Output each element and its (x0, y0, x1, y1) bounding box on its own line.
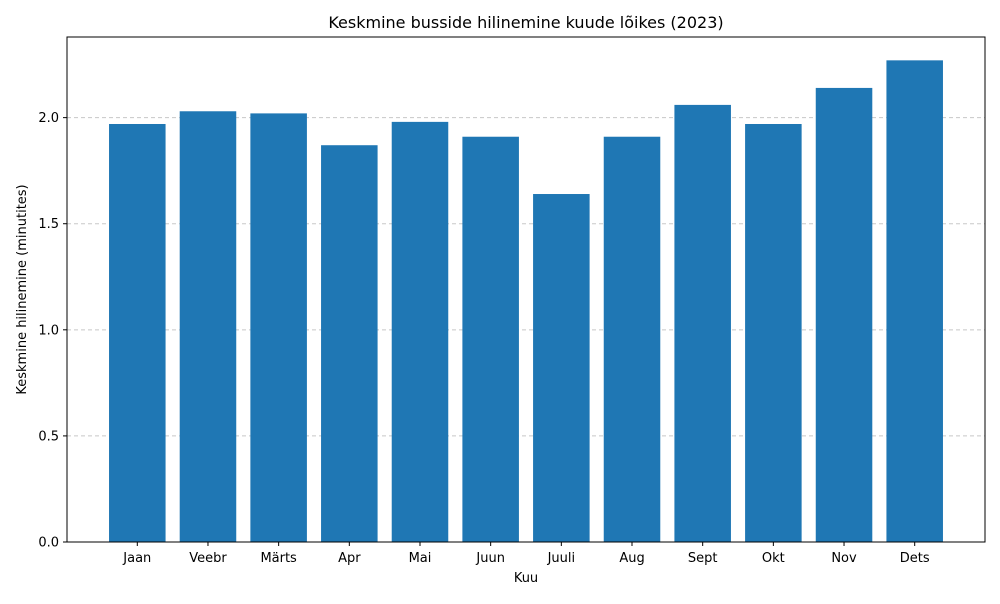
bar-juun (462, 136, 519, 542)
x-tick-label: Veebr (189, 551, 227, 566)
bar-veebr (179, 111, 237, 542)
y-tick-label: 2.0 (38, 111, 59, 126)
bar-mai (391, 121, 449, 542)
y-axis-ticks: 0.0 0.5 1.0 1.5 2.0 (38, 111, 67, 551)
bar-aug (603, 136, 661, 542)
y-tick-label: 1.5 (38, 217, 59, 232)
y-tick-label: 1.0 (38, 323, 59, 338)
chart-title: Keskmine busside hilinemine kuude lõikes… (328, 13, 723, 32)
x-tick-label: Aug (619, 551, 644, 566)
x-tick-label: Apr (338, 551, 361, 566)
bar-nov (815, 87, 873, 542)
x-tick-label: Märts (260, 551, 297, 566)
x-tick-label: Dets (900, 551, 930, 566)
y-tick-label: 0.0 (38, 536, 59, 551)
bar-jaan (109, 123, 166, 543)
bar-okt (745, 123, 802, 543)
x-tick-label: Jaan (122, 551, 151, 566)
bars-layer (109, 60, 943, 543)
plot-area-frame (66, 36, 986, 543)
bar-sept (674, 104, 731, 542)
x-axis-ticks: Jaan Veebr Märts Apr Mai Juun Juuli Aug Sept Okt N… (122, 542, 930, 566)
x-tick-label: Nov (831, 551, 857, 566)
x-axis-label: Kuu (514, 571, 538, 586)
y-tick-label: 0.5 (38, 429, 59, 444)
bar-dets (886, 60, 943, 543)
x-tick-label: Juuli (547, 551, 576, 566)
bar-juuli (533, 194, 590, 543)
x-tick-label: Okt (762, 551, 785, 566)
bar-märts (250, 113, 307, 543)
y-axis-label: Keskmine hilinemine (minutites) (15, 184, 30, 394)
x-tick-label: Sept (688, 551, 718, 566)
x-tick-label: Mai (409, 551, 432, 566)
bar-apr (321, 145, 378, 542)
x-tick-label: Juun (475, 551, 505, 566)
